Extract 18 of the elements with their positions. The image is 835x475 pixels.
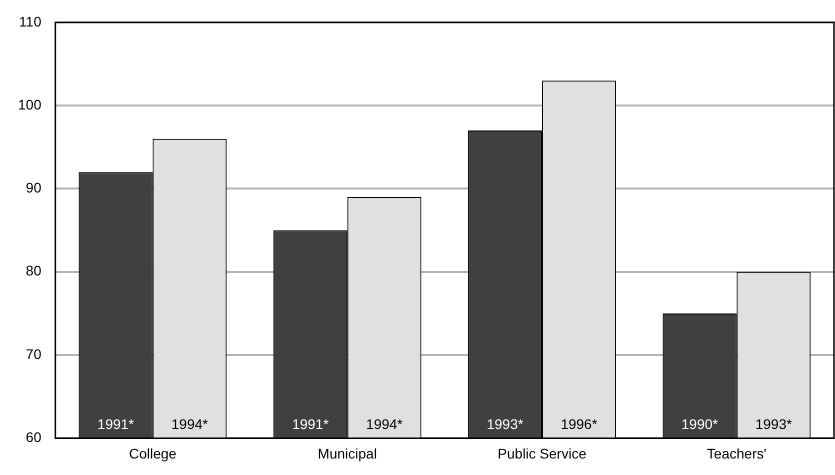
annotation: 1996*	[560, 416, 598, 432]
annotation: 1990*	[681, 416, 719, 432]
x-tick-label: Public Service	[498, 445, 587, 462]
y-tick-label: 60	[26, 429, 42, 446]
x-tick-label: Teachers'	[706, 445, 766, 462]
annotation: 1991*	[292, 416, 330, 432]
y-tick-label: 100	[18, 96, 42, 112]
annotation: 1993*	[755, 416, 793, 432]
x-tick-label: Municipal	[318, 445, 377, 462]
x-tick-label: College	[128, 445, 177, 462]
y-tick-label: 90	[26, 180, 42, 196]
y-tick-label: 80	[26, 262, 42, 279]
annotation: 1991*	[97, 416, 135, 432]
y-tick-label: 70	[26, 346, 42, 362]
annotation: 1994*	[366, 416, 404, 432]
annotation: 1994*	[171, 416, 209, 432]
y-tick-label: 110	[19, 13, 42, 30]
annotation: 1993*	[486, 416, 524, 432]
